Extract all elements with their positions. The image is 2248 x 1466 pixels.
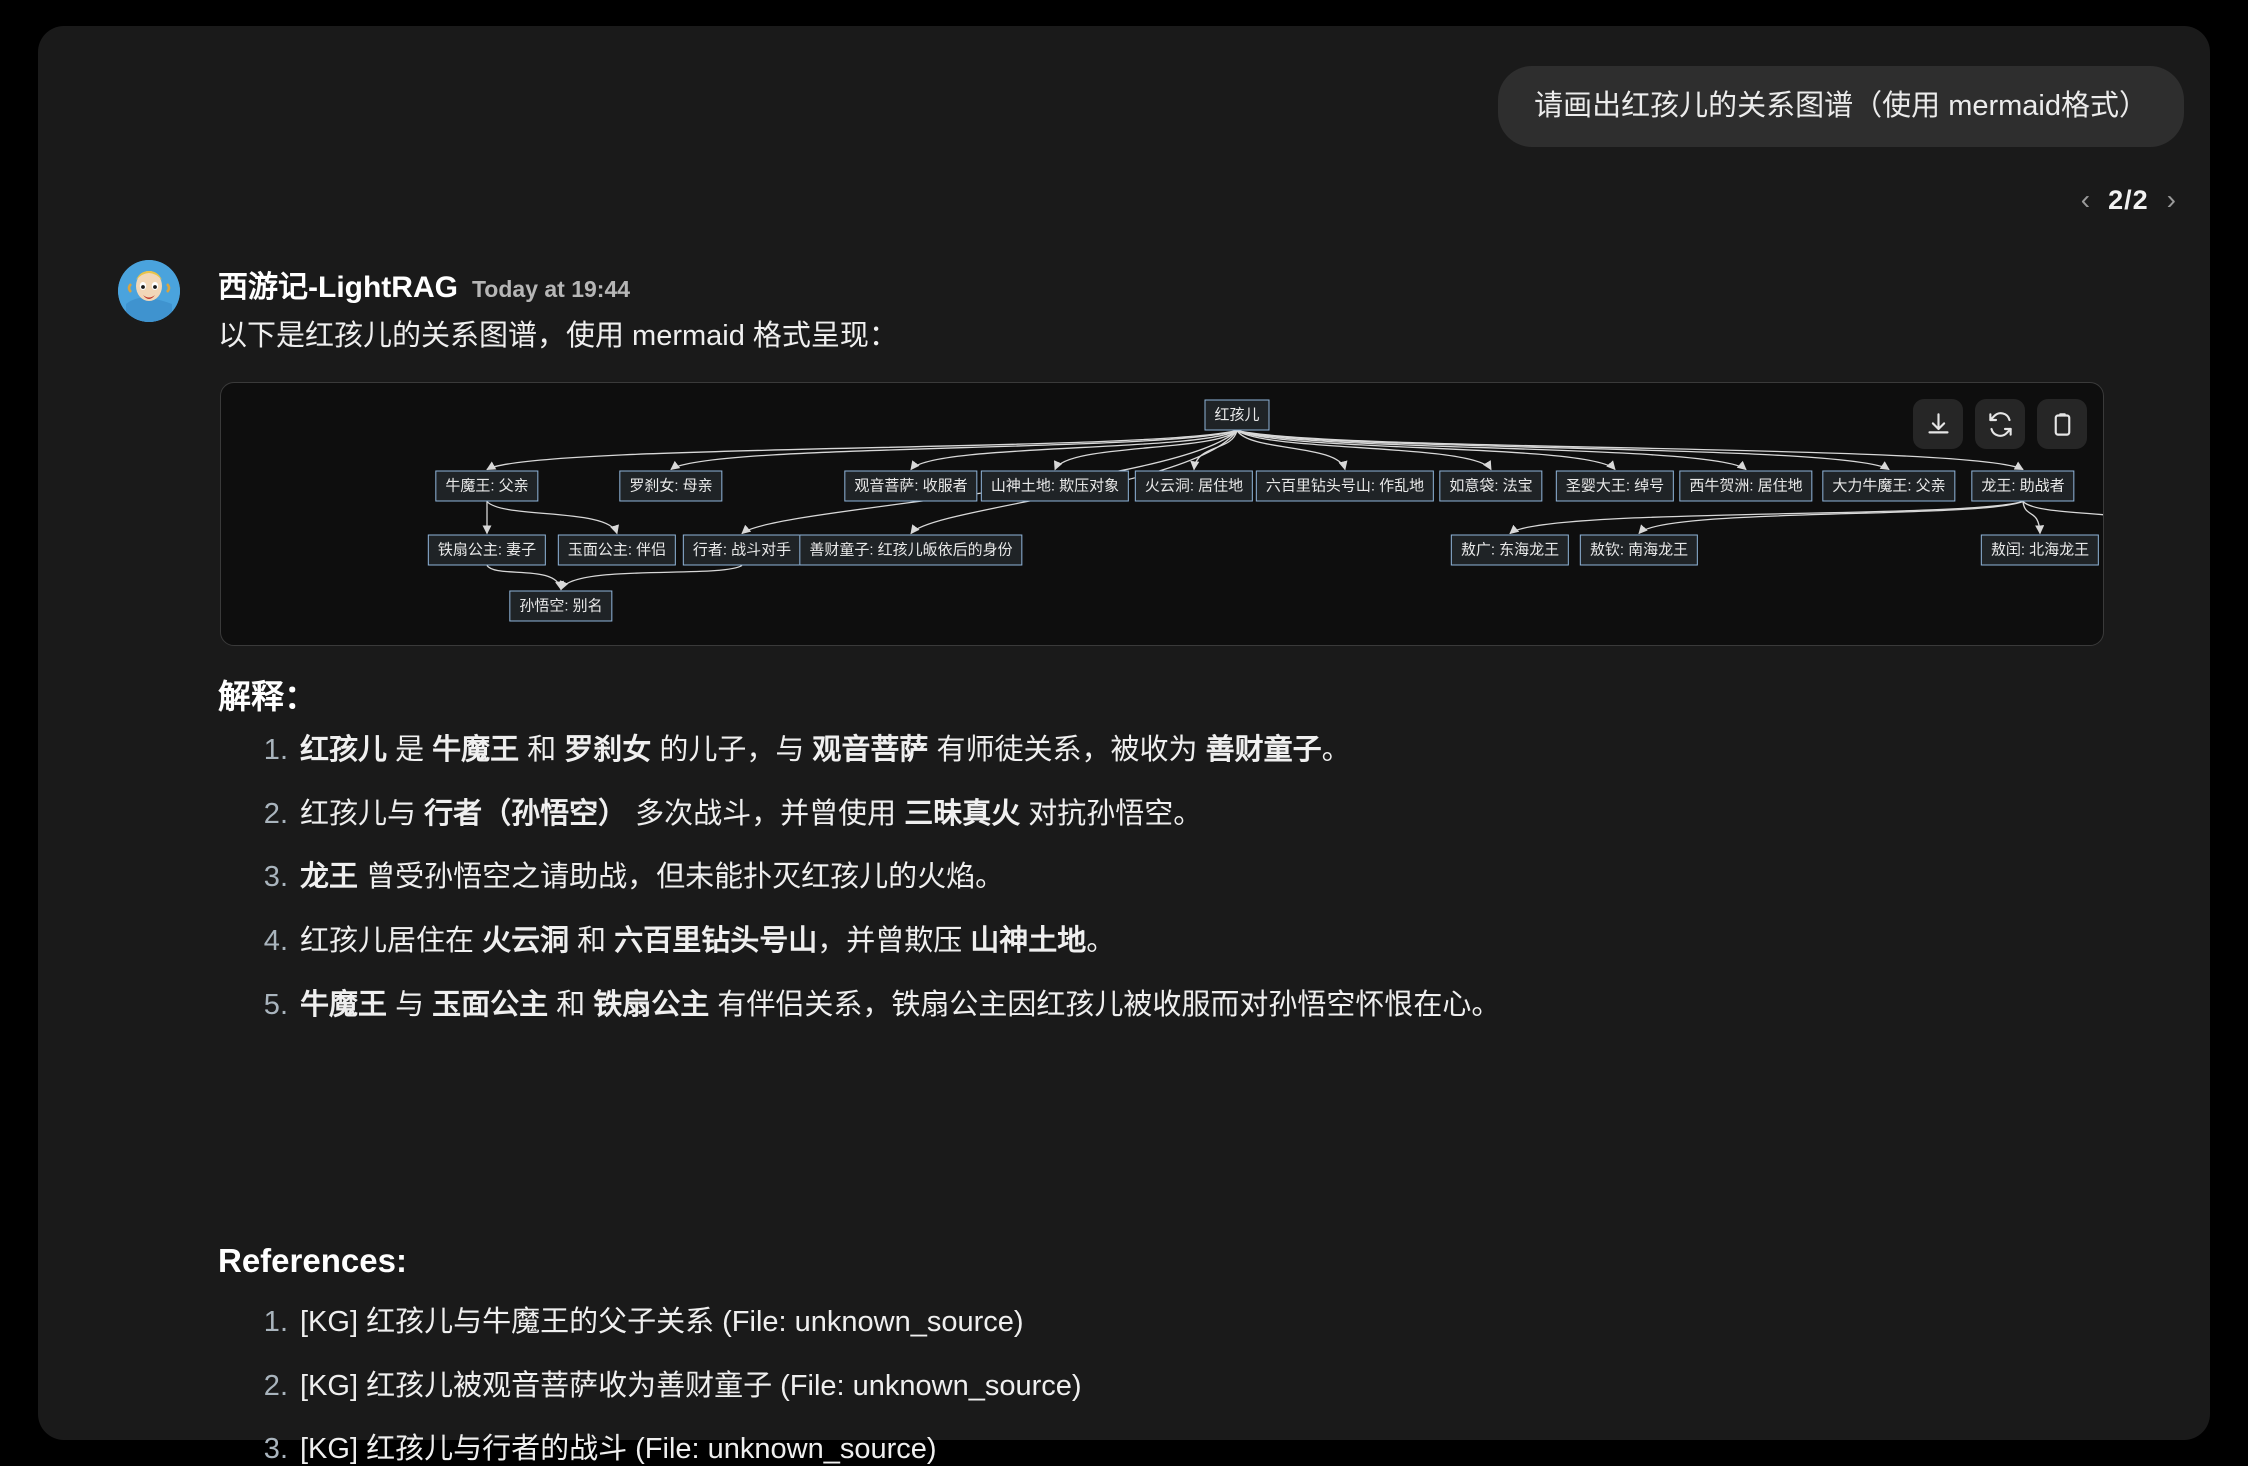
graph-edge — [560, 564, 743, 591]
graph-node: 敖广: 东海龙王 — [1450, 534, 1570, 566]
assistant-meta: 西游记-LightRAG Today at 19:44 — [218, 262, 630, 306]
graph-edge — [1054, 430, 1238, 471]
message-pagination: ‹ 2/2 › — [2077, 184, 2180, 216]
references-heading: References: — [218, 1242, 407, 1279]
graph-edge — [1236, 430, 1348, 471]
graph-edge — [1638, 500, 2024, 535]
graph-node: 行者: 战斗对手 — [682, 534, 802, 566]
graph-node: 敖钦: 南海龙王 — [1579, 534, 1699, 566]
pagination-counter: 2/2 — [2108, 184, 2149, 215]
graph-node: 大力牛魔王: 父亲 — [1822, 470, 1956, 502]
graph-node: 孙悟空: 别名 — [509, 590, 613, 622]
graph-node: 善财童子: 红孩儿皈依后的身份 — [799, 534, 1023, 566]
graph-node: 牛魔王: 父亲 — [435, 470, 539, 502]
graph-edges — [482, 429, 2103, 591]
graph-edge — [486, 565, 565, 591]
graph-node: 观音菩萨: 收服者 — [844, 470, 978, 502]
graph-edge — [1236, 429, 1492, 471]
graph-edge — [1236, 429, 1890, 471]
avatar — [118, 260, 180, 322]
diagram-toolbar — [1913, 399, 2087, 449]
graph-node: 铁扇公主: 妻子 — [427, 534, 547, 566]
user-message-row: 请画出红孩儿的关系图谱（使用 mermaid格式） — [1498, 66, 2184, 148]
graph-edge — [1236, 429, 2024, 471]
download-icon[interactable] — [1913, 399, 1963, 449]
graph-edge — [741, 430, 1238, 535]
graph-node: 火云洞: 居住地 — [1134, 470, 1254, 502]
mermaid-diagram-card: 红孩儿牛魔王: 父亲 罗刹女: 母亲 观音菩萨: 收服者 山神土地: 欺压对象 火云洞:… — [220, 382, 2104, 646]
graph-edge — [2022, 501, 2103, 516]
refresh-icon[interactable] — [1975, 399, 2025, 449]
graph-edge — [1509, 500, 2024, 535]
reference-item: [KG] 红孩儿被观音菩萨收为善财童子 (File: unknown_sourc… — [240, 1368, 1082, 1405]
assistant-name: 西游记-LightRAG — [218, 271, 458, 304]
graph-edge — [1236, 429, 1747, 471]
relationship-graph: 红孩儿牛魔王: 父亲 罗刹女: 母亲 观音菩萨: 收服者 山神土地: 欺压对象 火云洞:… — [221, 383, 2103, 645]
explanation-item: 牛魔王 与 玉面公主 和 铁扇公主 有伴侣关系，铁扇公主因红孩儿被收服而对孙悟空… — [240, 987, 1501, 1024]
explanation-item: 红孩儿与 行者（孙悟空） 多次战斗，并曾使用 三昧真火 对抗孙悟空。 — [240, 796, 1203, 833]
prev-message-button[interactable]: ‹ — [2080, 184, 2091, 215]
explanation-item: 红孩儿居住在 火云洞 和 六百里钻头号山，并曾欺压 山神土地。 — [240, 923, 1116, 960]
graph-node: 六百里钻头号山: 作乱地 — [1255, 470, 1435, 502]
graph-edge — [670, 429, 1238, 471]
graph-node: 敖闰: 北海龙王 — [1980, 534, 2100, 566]
message-timestamp: Today at 19:44 — [471, 276, 631, 302]
clipboard-icon[interactable] — [2037, 399, 2087, 449]
graph-node: 罗刹女: 母亲 — [619, 470, 723, 502]
explanation-list: 红孩儿 是 牛魔王 和 罗刹女 的儿子，与 观音菩萨 有师徒关系，被收为 善财童… — [234, 732, 1500, 1050]
explanation-item: 红孩儿 是 牛魔王 和 罗刹女 的儿子，与 观音菩萨 有师徒关系，被收为 善财童… — [240, 732, 1351, 769]
graph-edge — [2022, 501, 2045, 535]
graph-edge — [910, 429, 1238, 471]
reference-item: [KG] 红孩儿与牛魔王的父子关系 (File: unknown_source) — [240, 1304, 1024, 1341]
chat-panel: 请画出红孩儿的关系图谱（使用 mermaid格式） ‹ 2/2 › — [38, 26, 2210, 1466]
graph-node: 红孩儿 — [1204, 399, 1270, 431]
graph-edge — [1236, 429, 1616, 471]
graph-edge — [486, 429, 1238, 471]
graph-node: 龙王: 助战者 — [1971, 470, 2075, 502]
next-message-button[interactable]: › — [2166, 184, 2176, 215]
user-message-bubble: 请画出红孩儿的关系图谱（使用 mermaid格式） — [1498, 66, 2184, 148]
graph-node: 西牛贺洲: 居住地 — [1679, 470, 1813, 502]
explanation-item: 龙王 曾受孙悟空之请助战，但未能扑灭红孩儿的火焰。 — [240, 859, 1005, 896]
graph-node: 圣婴大王: 绰号 — [1555, 470, 1675, 502]
graph-node: 玉面公主: 伴侣 — [557, 534, 677, 566]
reference-item: [KG] 红孩儿与行者的战斗 (File: unknown_source) — [240, 1431, 937, 1466]
references-list: [KG] 红孩儿与牛魔王的父子关系 (File: unknown_source)… — [234, 1304, 1082, 1466]
explanation-heading: 解释： — [218, 678, 317, 715]
intro-text: 以下是红孩儿的关系图谱，使用 mermaid 格式呈现： — [218, 320, 898, 352]
graph-edge — [486, 501, 619, 535]
graph-node: 如意袋: 法宝 — [1439, 470, 1543, 502]
graph-node: 山神土地: 欺压对象 — [980, 470, 1130, 502]
